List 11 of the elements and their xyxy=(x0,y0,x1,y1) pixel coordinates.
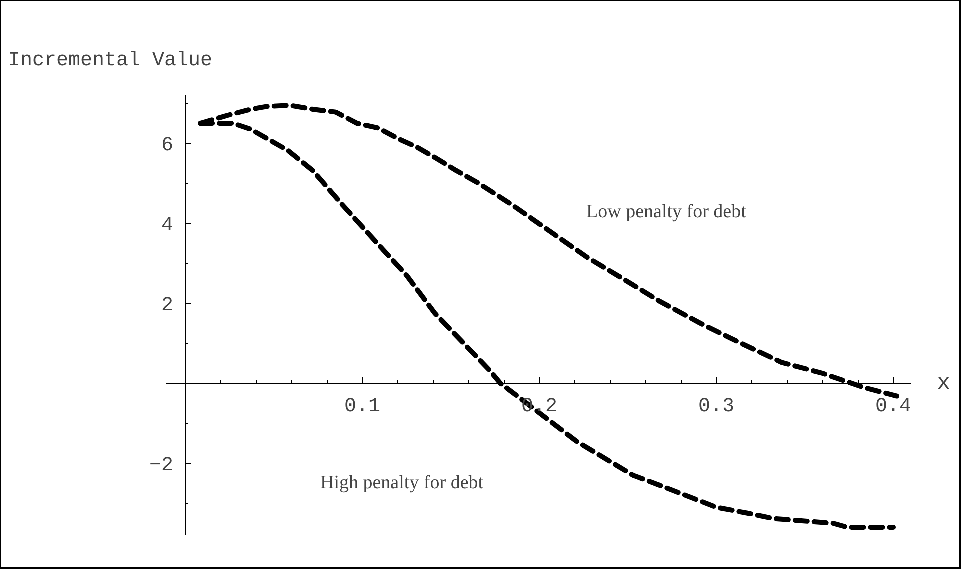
y-tick-label: 2 xyxy=(162,294,174,318)
y-tick-label: 6 xyxy=(162,134,174,158)
x-tick-label: 0.4 xyxy=(875,396,912,418)
x-tick-label: 0.3 xyxy=(698,396,735,418)
annotation: Low penalty for debt xyxy=(586,202,748,222)
x-axis-title: x xyxy=(937,371,950,396)
x-tick-label: 0.1 xyxy=(344,396,381,418)
y-tick-label: −2 xyxy=(149,454,174,478)
y-tick-label: 4 xyxy=(162,214,174,238)
y-axis-title: Incremental Value xyxy=(8,50,213,72)
annotation: High penalty for debt xyxy=(320,472,484,494)
